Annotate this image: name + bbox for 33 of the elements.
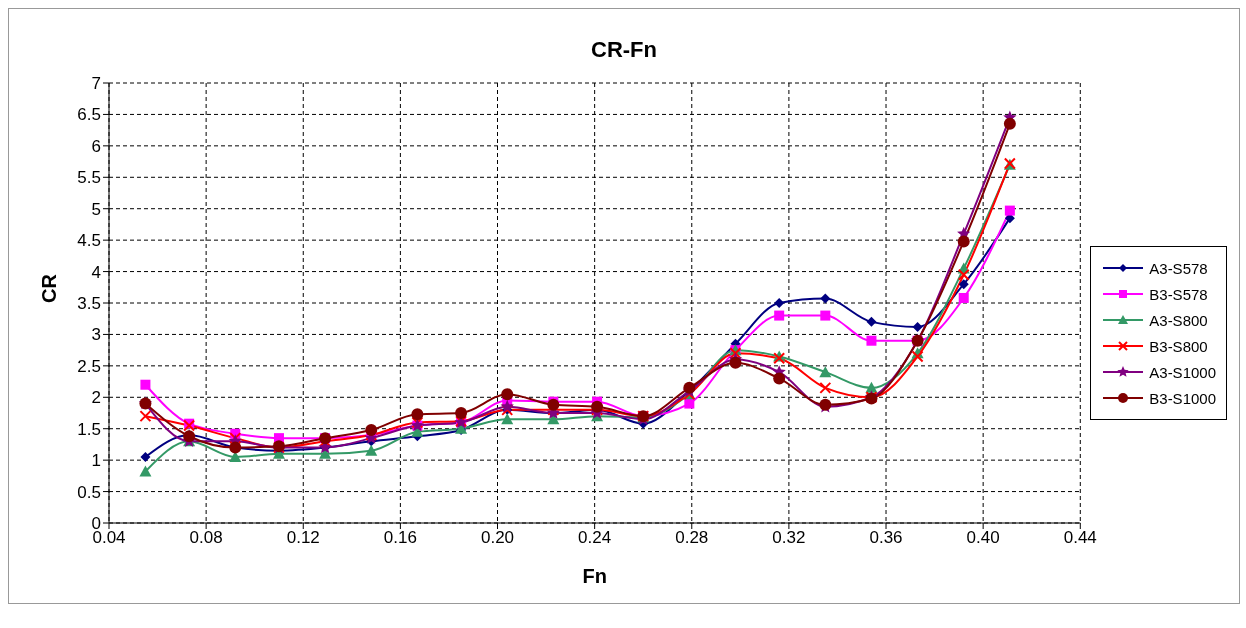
y-tick-label: 7 (91, 74, 101, 94)
y-tick-label: 5 (91, 199, 101, 219)
y-tick-label: 3.5 (77, 294, 101, 314)
x-tick-label: 0.32 (772, 528, 806, 548)
chart-title: CR-Fn (590, 36, 658, 63)
y-tick-label: 5.5 (77, 168, 101, 188)
legend-label: A3-S578 (1149, 259, 1208, 277)
legend-label: A3-S1000 (1149, 363, 1216, 381)
y-axis-title: CR (38, 273, 61, 303)
legend-label: B3-S578 (1149, 285, 1208, 303)
x-axis-title: Fn (582, 565, 607, 587)
x-tick-label: 0.40 (966, 528, 1000, 548)
y-tick-label: 6 (91, 136, 101, 156)
y-tick-label: 2 (91, 388, 101, 408)
x-tick-label: 0.44 (1063, 528, 1097, 548)
x-tick-label: 0.16 (383, 528, 417, 548)
y-tick-label: 4.5 (77, 231, 101, 251)
y-tick-label: 4 (91, 262, 101, 282)
legend-label: B3-S1000 (1149, 389, 1216, 407)
x-tick-label: 0.24 (578, 528, 612, 548)
x-tick-label: 0.20 (480, 528, 515, 548)
x-tick-label: 0.08 (189, 528, 223, 548)
y-tick-label: 3 (91, 325, 101, 345)
y-tick-label: 1 (91, 451, 101, 471)
legend-label: A3-S800 (1149, 311, 1208, 329)
x-tick-label: 0.36 (869, 528, 903, 548)
legend-label: B3-S800 (1149, 337, 1208, 355)
x-tick-label: 0.12 (286, 528, 320, 548)
x-tick-label: 0.28 (675, 528, 709, 548)
y-tick-label: 0.5 (77, 482, 101, 502)
y-tick-label: 6.5 (77, 105, 101, 125)
y-tick-label: 2.5 (77, 356, 101, 376)
y-tick-label: 1.5 (77, 419, 101, 439)
